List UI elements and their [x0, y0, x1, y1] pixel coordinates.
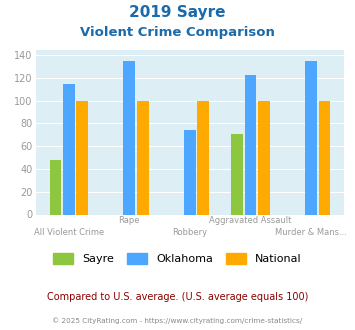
- Bar: [245, 75, 256, 214]
- Text: Murder & Mans...: Murder & Mans...: [275, 228, 347, 237]
- Text: Violent Crime Comparison: Violent Crime Comparison: [80, 26, 275, 39]
- Bar: [231, 134, 243, 214]
- Bar: [258, 101, 270, 214]
- Bar: [50, 160, 61, 214]
- Bar: [76, 101, 88, 214]
- Bar: [197, 101, 209, 214]
- Bar: [184, 130, 196, 214]
- Bar: [124, 61, 135, 214]
- Text: All Violent Crime: All Violent Crime: [34, 228, 104, 237]
- Text: Rape: Rape: [119, 216, 140, 225]
- Bar: [318, 101, 330, 214]
- Text: © 2025 CityRating.com - https://www.cityrating.com/crime-statistics/: © 2025 CityRating.com - https://www.city…: [53, 317, 302, 324]
- Text: Compared to U.S. average. (U.S. average equals 100): Compared to U.S. average. (U.S. average …: [47, 292, 308, 302]
- Text: 2019 Sayre: 2019 Sayre: [129, 5, 226, 20]
- Text: Robbery: Robbery: [173, 228, 207, 237]
- Bar: [305, 61, 317, 214]
- Legend: Sayre, Oklahoma, National: Sayre, Oklahoma, National: [49, 248, 306, 268]
- Text: Aggravated Assault: Aggravated Assault: [209, 216, 292, 225]
- Bar: [63, 83, 75, 214]
- Bar: [137, 101, 148, 214]
